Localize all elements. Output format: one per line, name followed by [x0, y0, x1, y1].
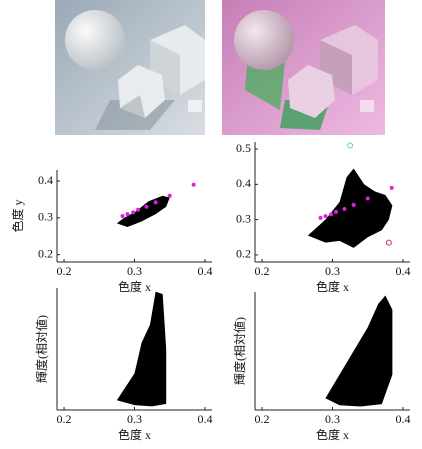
- y-axis-label: 色度 y: [10, 199, 25, 232]
- x-tick-label: 0.3: [127, 264, 142, 278]
- point-cloud: [117, 292, 166, 407]
- point: [319, 216, 323, 220]
- x-tick-label: 0.4: [197, 264, 212, 278]
- x-axis-label: 色度 x: [316, 279, 349, 294]
- x-tick-label: 0.3: [127, 412, 142, 426]
- x-tick-label: 0.2: [255, 264, 270, 278]
- x-axis-label: 色度 x: [118, 427, 151, 442]
- y-tick-label: 0.2: [38, 246, 53, 260]
- y-tick-label: 0.5: [236, 141, 251, 155]
- point: [131, 210, 135, 214]
- ring-point: [348, 143, 353, 148]
- point-cloud: [117, 196, 170, 227]
- y-axis-label: 輝度(相対値): [34, 315, 49, 383]
- x-tick-label: 0.4: [395, 412, 410, 426]
- point: [144, 205, 148, 209]
- figure: 0.2 0.3 0.4 0.2 0.3 0.4 色度 x 色度 y 0.2 0.3 0.4 0.2 0.…: [0, 0, 422, 449]
- point: [390, 186, 394, 190]
- y-tick-label: 0.3: [236, 211, 251, 225]
- point: [168, 194, 172, 198]
- point: [329, 212, 333, 216]
- x-tick-label: 0.3: [325, 264, 340, 278]
- y-tick-label: 0.4: [38, 173, 53, 187]
- x-tick-label: 0.4: [395, 264, 410, 278]
- x-tick-label: 0.2: [255, 412, 270, 426]
- y-tick-label: 0.3: [38, 210, 53, 224]
- photo-original: [55, 0, 205, 135]
- point: [342, 207, 346, 211]
- x-tick-label: 0.2: [57, 264, 72, 278]
- y-tick-label: 0.4: [236, 176, 251, 190]
- x-tick-label: 0.2: [57, 412, 72, 426]
- y-tick-label: 0.2: [236, 247, 251, 261]
- point: [154, 200, 158, 204]
- x-tick-label: 0.3: [325, 412, 340, 426]
- point-cloud: [325, 296, 392, 407]
- point: [125, 212, 129, 216]
- point: [352, 203, 356, 207]
- point: [121, 214, 125, 218]
- point: [334, 210, 338, 214]
- point: [136, 208, 140, 212]
- photo-processed: [222, 0, 385, 135]
- x-axis-label: 色度 x: [316, 427, 349, 442]
- x-tick-label: 0.4: [197, 412, 212, 426]
- point: [323, 214, 327, 218]
- point: [366, 196, 370, 200]
- point-cloud: [308, 168, 393, 247]
- point: [192, 183, 196, 187]
- y-axis-label: 輝度(相対値): [232, 317, 247, 385]
- ring-point: [386, 240, 391, 245]
- x-axis-label: 色度 x: [118, 279, 151, 294]
